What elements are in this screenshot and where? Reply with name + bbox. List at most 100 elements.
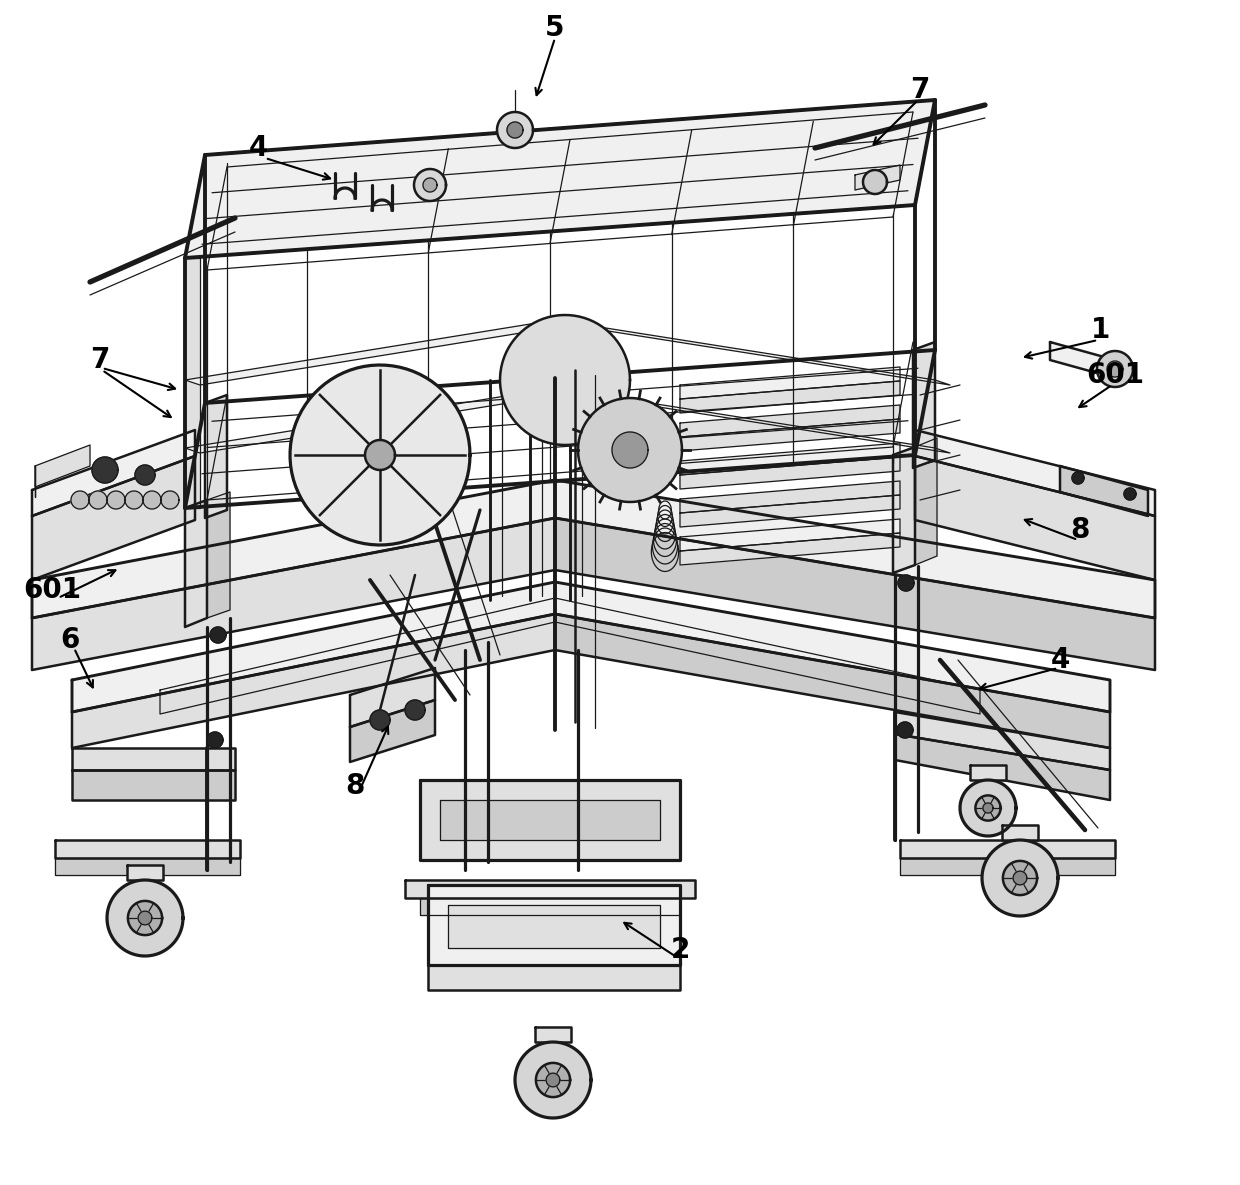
Polygon shape [89, 491, 107, 510]
Polygon shape [290, 365, 470, 545]
Polygon shape [680, 367, 900, 399]
Polygon shape [72, 614, 556, 748]
Text: 601: 601 [24, 576, 81, 604]
Text: 7: 7 [91, 346, 109, 374]
Text: 5: 5 [546, 14, 564, 41]
Polygon shape [680, 495, 900, 527]
Polygon shape [185, 258, 200, 508]
Polygon shape [556, 614, 1110, 748]
Polygon shape [210, 627, 226, 643]
Polygon shape [680, 481, 900, 513]
Polygon shape [895, 734, 1110, 800]
Polygon shape [680, 519, 900, 551]
Text: 4: 4 [1050, 646, 1070, 674]
Polygon shape [405, 880, 694, 898]
Polygon shape [680, 382, 900, 414]
Polygon shape [1123, 488, 1136, 500]
Polygon shape [507, 122, 523, 137]
Polygon shape [35, 446, 91, 487]
Polygon shape [143, 491, 161, 510]
Polygon shape [536, 1063, 570, 1097]
Polygon shape [428, 885, 680, 965]
Text: 8: 8 [345, 771, 365, 800]
Polygon shape [448, 905, 660, 948]
Polygon shape [680, 533, 900, 565]
Polygon shape [207, 492, 229, 619]
Polygon shape [32, 430, 195, 515]
Polygon shape [350, 668, 435, 728]
Polygon shape [126, 865, 162, 880]
Polygon shape [185, 320, 570, 385]
Polygon shape [1003, 861, 1037, 895]
Polygon shape [680, 405, 900, 437]
Polygon shape [900, 840, 1115, 858]
Polygon shape [1013, 871, 1027, 885]
Polygon shape [350, 700, 435, 762]
Polygon shape [370, 710, 391, 730]
Text: 6: 6 [61, 626, 79, 654]
Polygon shape [515, 1042, 591, 1117]
Polygon shape [32, 456, 195, 579]
Polygon shape [72, 770, 236, 800]
Polygon shape [913, 342, 935, 468]
Polygon shape [414, 169, 446, 201]
Polygon shape [365, 440, 396, 470]
Polygon shape [205, 395, 227, 518]
Polygon shape [428, 965, 680, 989]
Polygon shape [680, 443, 900, 475]
Text: 4: 4 [248, 134, 268, 162]
Polygon shape [556, 518, 1154, 670]
Polygon shape [32, 518, 556, 670]
Polygon shape [895, 712, 1110, 770]
Polygon shape [161, 491, 179, 510]
Polygon shape [546, 1074, 559, 1087]
Polygon shape [900, 858, 1115, 875]
Polygon shape [55, 840, 241, 858]
Polygon shape [92, 457, 118, 483]
Polygon shape [185, 100, 935, 258]
Polygon shape [578, 398, 682, 502]
Polygon shape [107, 880, 184, 956]
Polygon shape [680, 457, 900, 489]
Polygon shape [497, 113, 533, 148]
Polygon shape [128, 901, 162, 935]
Polygon shape [983, 803, 993, 813]
Text: 8: 8 [1070, 515, 1090, 544]
Polygon shape [856, 165, 900, 190]
Polygon shape [1107, 361, 1123, 377]
Polygon shape [897, 722, 913, 738]
Text: 1: 1 [1090, 316, 1110, 344]
Polygon shape [107, 491, 125, 510]
Polygon shape [556, 320, 950, 385]
Polygon shape [72, 582, 1110, 712]
Polygon shape [500, 315, 630, 446]
Polygon shape [898, 575, 914, 591]
Polygon shape [534, 1027, 570, 1042]
Polygon shape [440, 800, 660, 840]
Polygon shape [71, 491, 89, 510]
Text: 601: 601 [1086, 361, 1145, 389]
Polygon shape [420, 780, 680, 860]
Polygon shape [1097, 351, 1133, 387]
Text: 2: 2 [671, 936, 689, 965]
Polygon shape [960, 780, 1016, 835]
Polygon shape [32, 480, 1154, 619]
Polygon shape [970, 766, 1006, 780]
Polygon shape [613, 433, 649, 468]
Polygon shape [185, 500, 207, 627]
Polygon shape [125, 491, 143, 510]
Polygon shape [423, 178, 436, 192]
Polygon shape [893, 447, 915, 574]
Polygon shape [680, 419, 900, 451]
Polygon shape [135, 465, 155, 485]
Polygon shape [915, 456, 1154, 579]
Polygon shape [1050, 342, 1115, 378]
Polygon shape [207, 732, 223, 748]
Polygon shape [405, 700, 425, 720]
Polygon shape [863, 169, 887, 194]
Polygon shape [1073, 472, 1084, 483]
Polygon shape [915, 430, 1154, 515]
Polygon shape [556, 387, 950, 453]
Polygon shape [1060, 466, 1148, 515]
Polygon shape [138, 911, 151, 924]
